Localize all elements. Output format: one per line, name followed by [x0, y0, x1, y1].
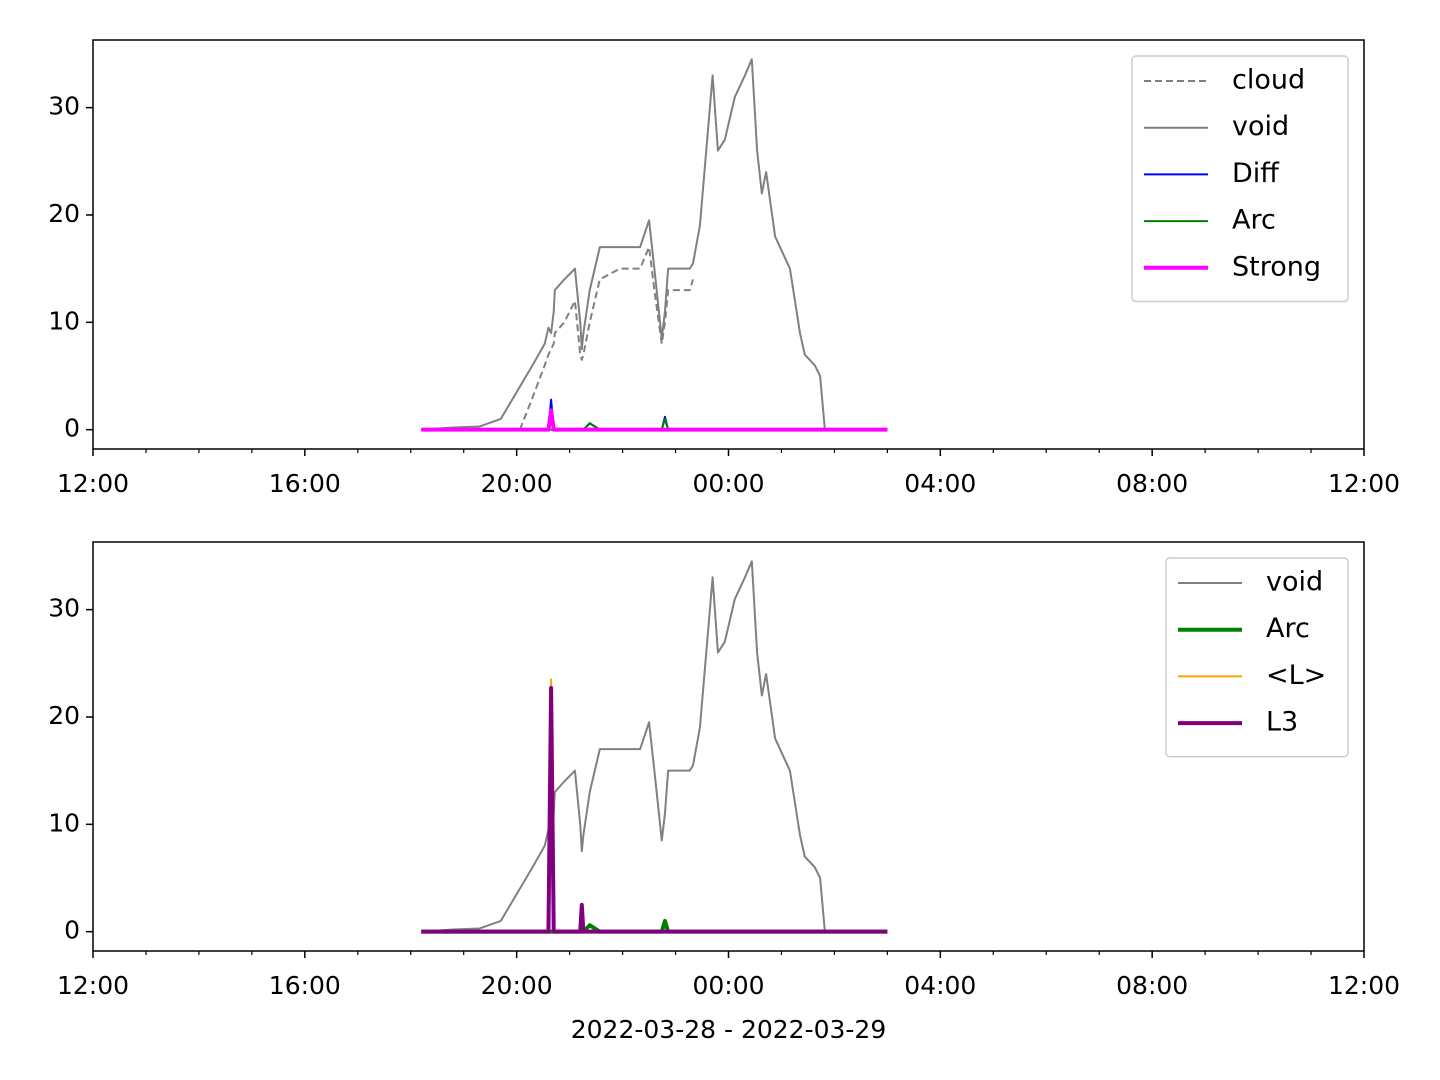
legend-label: L3	[1266, 707, 1298, 738]
legend: cloud void Diff Arc Strong	[1131, 55, 1349, 303]
y-tick-label: 0	[64, 916, 80, 945]
x-tick-label: 08:00	[1116, 971, 1188, 1000]
x-tick-label: 12:00	[1328, 971, 1400, 1000]
y-tick-label: 10	[48, 808, 80, 837]
y-tick-label: 10	[48, 306, 80, 335]
x-tick-label: 16:00	[269, 971, 341, 1000]
legend-frame	[1131, 55, 1349, 303]
series-line	[421, 398, 888, 431]
series-line	[421, 685, 888, 934]
y-tick-label: 0	[64, 414, 80, 443]
subplot: 0 10 20 30 12:00 16:00 20:00 00:00 04:00 08:00 12:…	[48, 541, 1400, 1044]
plot-frame	[92, 541, 1365, 952]
y-tick-label: 20	[48, 701, 80, 730]
x-tick-label: 08:00	[1116, 469, 1188, 498]
x-tick-label: 20:00	[481, 971, 553, 1000]
y-tick-label: 20	[48, 199, 80, 228]
legend-label: Strong	[1232, 251, 1321, 282]
legend-label: Arc	[1266, 613, 1310, 644]
x-tick-label: 20:00	[481, 469, 553, 498]
x-axis-label: 2022-03-28 - 2022-03-29	[571, 1015, 887, 1044]
legend-label: void	[1232, 111, 1289, 142]
series-line	[421, 560, 835, 933]
legend-label: void	[1266, 567, 1323, 598]
legend: void Arc <L> L3	[1165, 557, 1349, 758]
y-tick-label: 30	[48, 92, 80, 121]
series-line	[421, 678, 888, 933]
series-line	[421, 408, 888, 432]
x-tick-label: 00:00	[692, 971, 764, 1000]
series-line	[421, 58, 835, 431]
x-tick-label: 12:00	[1328, 469, 1400, 498]
x-tick-label: 12:00	[57, 469, 129, 498]
x-tick-label: 04:00	[904, 469, 976, 498]
legend-label: Arc	[1232, 205, 1276, 236]
x-tick-label: 12:00	[57, 971, 129, 1000]
legend-frame	[1165, 557, 1349, 758]
legend-label: <L>	[1266, 660, 1326, 691]
x-tick-label: 00:00	[692, 469, 764, 498]
x-tick-label: 04:00	[904, 971, 976, 1000]
y-tick-label: 30	[48, 594, 80, 623]
legend-label: cloud	[1232, 65, 1305, 96]
subplot: 0 10 20 30 12:00 16:00 20:00 00:00 04:00 08:00 12:…	[48, 39, 1400, 498]
plot-frame	[92, 39, 1365, 450]
x-tick-label: 16:00	[269, 469, 341, 498]
legend-label: Diff	[1232, 158, 1280, 189]
